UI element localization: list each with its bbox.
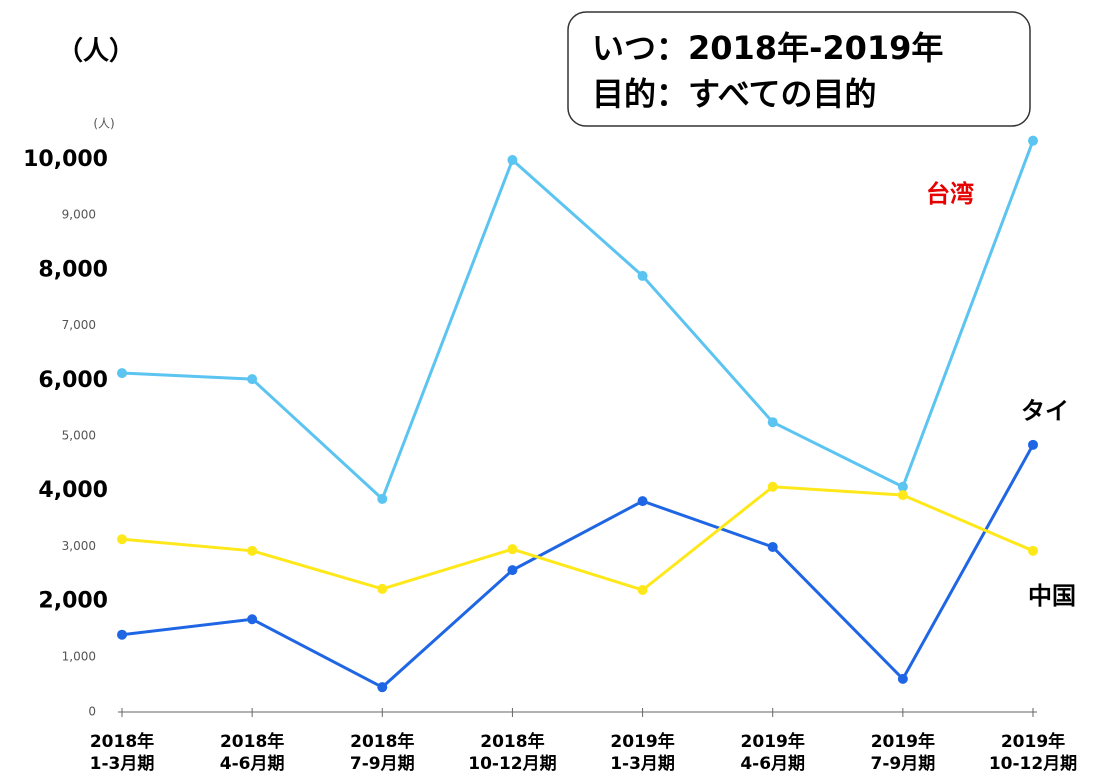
y-tick-label: 7,000: [62, 318, 96, 332]
y-tick-label: 0: [88, 705, 96, 719]
data-point: [1028, 439, 1038, 450]
data-point: [247, 614, 258, 625]
x-tick-label: 1-3月期: [610, 754, 675, 774]
x-tick-label: 4-6月期: [740, 754, 805, 774]
annotation: 目的：すべての目的: [592, 75, 876, 113]
data-point: [897, 481, 908, 492]
y-tick-label: 3,000: [62, 539, 96, 553]
data-point: [897, 673, 908, 684]
series-label: 中国: [1028, 582, 1076, 610]
y-tick-label: 6,000: [38, 368, 108, 393]
x-tick-label: 2019年: [1001, 731, 1065, 752]
x-tick-label: 2019年: [871, 731, 935, 752]
data-point: [507, 155, 518, 165]
data-point: [117, 368, 127, 379]
data-point: [247, 545, 258, 556]
data-point: [767, 417, 778, 428]
x-tick-label: 2019年: [610, 731, 674, 752]
x-tick-label: 2018年: [350, 731, 414, 752]
annotation-box: [567, 11, 1031, 127]
annotation: いつ：2018年-2019年: [592, 29, 943, 67]
data-point: [377, 682, 388, 693]
data-point: [507, 544, 518, 555]
data-point: [637, 585, 648, 596]
data-point: [767, 541, 778, 552]
data-point: [767, 481, 778, 492]
x-tick-label: 10-12月期: [468, 754, 556, 774]
series-line: [121, 444, 1035, 689]
y-tick-label: 10,000: [23, 147, 108, 172]
x-tick-label: 4-6月期: [220, 754, 285, 774]
y-tick-label: 5,000: [62, 429, 96, 443]
x-tick-label: 2019年: [741, 731, 805, 752]
y-tick-label: 2,000: [38, 589, 108, 614]
data-point: [247, 374, 258, 385]
data-point: [117, 534, 127, 545]
data-point: [377, 583, 388, 594]
data-point: [897, 490, 908, 501]
x-tick-label: 7-9月期: [870, 754, 935, 774]
x-tick-label: 1-3月期: [90, 754, 155, 774]
data-point: [1028, 135, 1038, 146]
data-point: [637, 270, 648, 281]
y-tick-label: 8,000: [38, 257, 108, 282]
x-tick-label: 2018年: [480, 731, 544, 752]
x-tick-label: 2018年: [220, 731, 284, 752]
series-line: [121, 485, 1034, 592]
series-line: [121, 140, 1035, 502]
data-point: [377, 493, 388, 504]
data-point: [117, 629, 127, 640]
axis-unit: (人): [93, 117, 114, 131]
x-tick-label: 2018年: [90, 731, 154, 752]
unit-label: （人）: [57, 37, 135, 67]
series-label: 台湾: [926, 180, 974, 208]
data-point: [507, 565, 518, 576]
series-label: タイ: [1021, 397, 1069, 425]
y-tick-label: 1,000: [62, 649, 96, 663]
y-tick-label: 4,000: [38, 478, 108, 503]
data-point: [637, 496, 648, 507]
data-point: [1028, 545, 1038, 556]
y-tick-label: 9,000: [62, 208, 96, 222]
x-tick-label: 10-12月期: [989, 754, 1077, 774]
x-tick-label: 7-9月期: [350, 754, 415, 774]
